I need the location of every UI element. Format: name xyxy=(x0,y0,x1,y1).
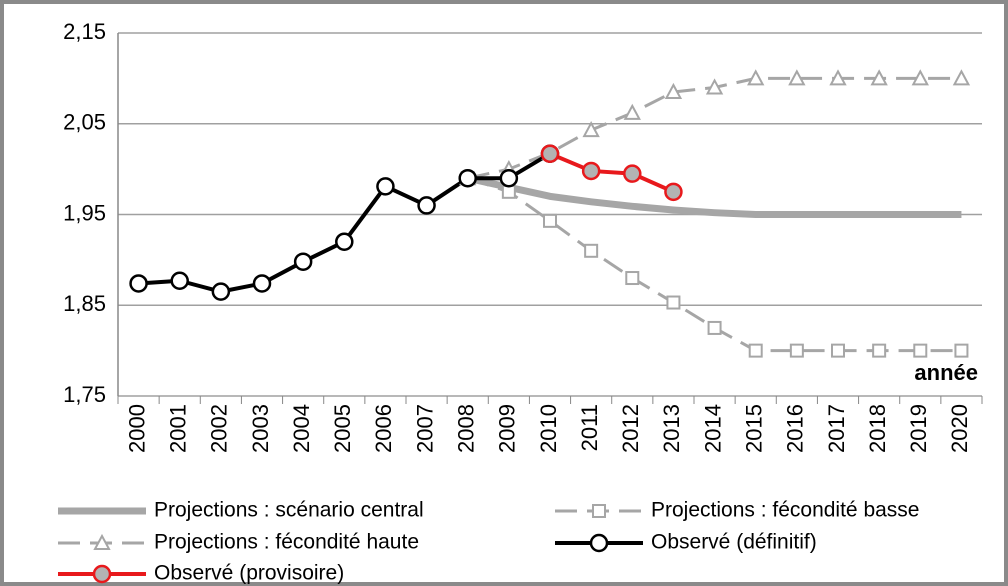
marker xyxy=(499,168,519,188)
x-tick-label: 2006 xyxy=(371,404,396,453)
series-line xyxy=(466,174,962,218)
marker xyxy=(831,343,845,358)
x-tick-label: 2007 xyxy=(412,404,437,453)
marker xyxy=(540,144,560,163)
marker xyxy=(92,564,112,584)
x-tick-label: 2012 xyxy=(618,404,643,453)
legend-label: Observé (définitif) xyxy=(651,531,817,554)
x-tick-label: 2016 xyxy=(783,404,808,453)
x-tick-label: 2017 xyxy=(824,404,849,453)
marker xyxy=(707,320,722,335)
marker xyxy=(913,343,928,358)
x-tick-label: 2001 xyxy=(166,404,191,453)
marker xyxy=(623,103,641,120)
x-tick-label: 2009 xyxy=(495,404,520,453)
marker xyxy=(829,69,847,86)
legend-item: Projections : scénario central xyxy=(58,499,424,522)
legend-label: Projections : fécondité haute xyxy=(154,531,419,554)
x-tick-label: 2018 xyxy=(865,404,890,453)
marker xyxy=(666,295,681,310)
marker xyxy=(458,168,477,188)
marker xyxy=(543,213,557,228)
y-tick-label: 1,75 xyxy=(63,382,106,407)
x-tick-label: 2000 xyxy=(124,404,149,453)
x-axis-label: année xyxy=(914,360,978,385)
marker xyxy=(872,343,887,358)
legend-item: Observé (définitif) xyxy=(555,531,817,554)
marker xyxy=(747,69,765,86)
y-tick-label: 1,85 xyxy=(63,291,106,316)
x-tick-label: 2015 xyxy=(742,404,767,453)
legend-item: Projections : fécondité basse xyxy=(555,499,920,522)
marker xyxy=(376,177,395,196)
x-tick-label: 2003 xyxy=(248,404,273,453)
series-line xyxy=(549,151,675,194)
x-tick-label: 2002 xyxy=(207,404,232,453)
marker xyxy=(788,69,806,86)
marker xyxy=(623,164,642,183)
marker xyxy=(870,69,888,86)
marker xyxy=(952,69,971,86)
x-tick-label: 2005 xyxy=(330,404,355,453)
x-tick-label: 2011 xyxy=(577,404,602,451)
marker xyxy=(501,184,516,199)
x-tick-label: 2013 xyxy=(659,404,684,453)
marker xyxy=(93,533,111,550)
marker xyxy=(581,161,601,181)
marker xyxy=(211,282,231,301)
marker xyxy=(293,252,313,271)
marker xyxy=(954,343,969,358)
marker xyxy=(584,243,599,258)
marker xyxy=(664,82,683,99)
marker xyxy=(417,196,436,215)
marker xyxy=(252,274,272,293)
marker xyxy=(129,274,148,293)
marker xyxy=(589,533,609,553)
x-tick-label: 2010 xyxy=(536,404,561,453)
marker xyxy=(705,78,724,95)
x-tick-label: 2014 xyxy=(700,404,725,453)
legend-label: Projections : fécondité basse xyxy=(651,499,920,522)
marker xyxy=(748,343,763,358)
y-tick-label: 2,15 xyxy=(63,19,106,44)
x-tick-label: 2008 xyxy=(454,404,479,453)
legend-label: Projections : scénario central xyxy=(154,499,424,522)
marker xyxy=(664,182,683,202)
marker xyxy=(170,271,189,290)
marker xyxy=(335,232,354,251)
x-tick-label: 2020 xyxy=(947,404,972,453)
legend-label: Observé (provisoire) xyxy=(154,562,344,585)
x-tick-label: 2019 xyxy=(906,404,931,453)
marker xyxy=(592,504,606,518)
legend-item: Projections : fécondité haute xyxy=(58,531,419,554)
marker xyxy=(582,120,600,138)
marker xyxy=(625,271,640,286)
marker xyxy=(911,69,929,86)
legend-item: Observé (provisoire) xyxy=(58,562,344,585)
y-tick-label: 2,05 xyxy=(63,110,106,135)
y-tick-label: 1,95 xyxy=(63,200,106,225)
x-tick-label: 2004 xyxy=(289,404,314,453)
marker xyxy=(789,343,804,358)
